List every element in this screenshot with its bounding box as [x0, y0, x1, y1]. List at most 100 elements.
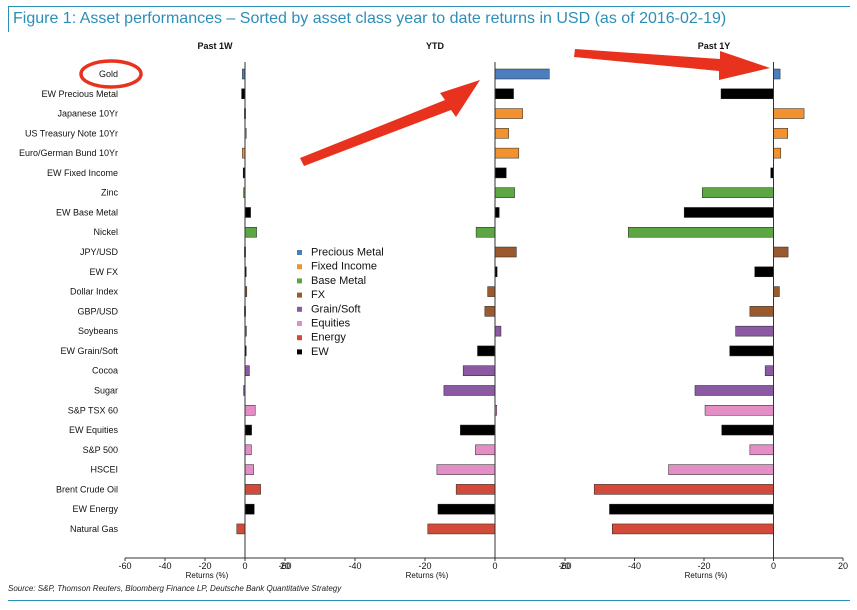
legend: Precious Metal Fixed Income Base Metal FX Gr…: [297, 247, 384, 358]
x-tick-label: 20: [838, 561, 848, 571]
bar-ew-equities: [721, 424, 774, 436]
panel-title: YTD: [426, 41, 445, 51]
panel-title: Past 1Y: [698, 41, 731, 51]
category-label-soybeans: Soybeans: [78, 326, 119, 336]
x-axis-title: Returns (%): [406, 571, 449, 580]
legend-label: Grain/Soft: [311, 303, 361, 315]
legend-label: FX: [311, 289, 326, 301]
bar-us-treasury-note-10yr: [494, 128, 509, 139]
bar-zinc: [702, 187, 774, 198]
category-label-dollar-index: Dollar Index: [70, 287, 119, 297]
x-tick-label: 0: [492, 561, 497, 571]
bar-brent-crude-oil: [593, 484, 774, 495]
x-axis-title: Returns (%): [186, 571, 229, 580]
bar-cocoa: [764, 365, 774, 376]
x-tick-label: -40: [628, 561, 641, 571]
legend-label: Base Metal: [311, 275, 366, 287]
bar-brent-crude-oil: [244, 484, 261, 495]
bar-gbp-usd: [749, 306, 774, 317]
category-label-ew-precious-metal: EW Precious Metal: [41, 89, 118, 99]
bar-nickel: [244, 226, 257, 238]
category-label-s-p-tsx-60: S&P TSX 60: [68, 405, 118, 415]
category-label-jpy-usd: JPY/USD: [80, 247, 119, 257]
bar-sugar: [443, 385, 496, 396]
bar-soybeans: [735, 325, 774, 337]
bar-ew-energy: [437, 503, 496, 515]
bar-ew-base-metal: [683, 207, 774, 218]
legend-item-ew: EW: [297, 346, 329, 358]
bar-gold: [494, 68, 550, 80]
category-label-brent-crude-oil: Brent Crude Oil: [56, 484, 118, 494]
bar-cocoa: [462, 365, 496, 376]
x-tick-label: -40: [348, 561, 361, 571]
bar-ew-equities: [244, 424, 252, 436]
highlight-ellipse: [79, 59, 143, 89]
bar-cocoa: [244, 365, 250, 376]
x-tick-label: -20: [697, 561, 710, 571]
bar-ew-grain-soft: [729, 345, 774, 357]
category-label-hscei: HSCEI: [90, 465, 118, 475]
bar-natural-gas: [427, 523, 496, 535]
category-label-nickel: Nickel: [93, 227, 118, 237]
category-label-euro-german-bund-10yr: Euro/German Bund 10Yr: [19, 148, 118, 158]
legend-swatch: [297, 278, 302, 284]
x-tick-label: -60: [118, 561, 131, 571]
bar-nickel: [627, 226, 774, 238]
bar-ew-fx: [754, 266, 774, 278]
bar-gbp-usd: [484, 306, 496, 317]
panel-title: Past 1W: [197, 41, 233, 51]
annotations: [79, 49, 770, 166]
category-label-cocoa: Cocoa: [92, 366, 118, 376]
category-labels: Gold EW Precious Metal Japanese 10Yr US Tre…: [19, 69, 119, 534]
category-label-ew-fx: EW FX: [90, 267, 119, 277]
bar-nickel: [475, 226, 496, 238]
category-label-sugar: Sugar: [94, 385, 118, 395]
bar-natural-gas: [612, 523, 774, 535]
source-note: Source: S&P, Thomson Reuters, Bloomberg …: [8, 584, 342, 593]
legend-swatch: [297, 349, 302, 355]
bar-ew-precious-metal: [720, 88, 774, 100]
category-label-ew-equities: EW Equities: [69, 425, 119, 435]
category-label-gold: Gold: [99, 69, 118, 79]
bar-s-p-500: [244, 444, 252, 456]
x-axis-title: Returns (%): [685, 571, 728, 580]
legend-item-energy: Energy: [297, 332, 346, 344]
chart-panels: Past 1W -60 -40 -20 0 20 Returns (%) YTD -60 -40 -…: [118, 41, 848, 580]
x-tick-label: 20: [280, 561, 290, 571]
bar-euro-german-bund-10yr: [494, 147, 520, 159]
page-title: Figure 1: Asset performances – Sorted by…: [8, 6, 850, 32]
legend-label: Precious Metal: [311, 247, 384, 259]
bar-zinc: [494, 187, 515, 198]
panel-past-1y: Past 1Y -60 -40 -20 0 20 Returns (%): [558, 41, 848, 580]
bar-ew-energy: [609, 503, 774, 515]
bar-hscei: [668, 464, 774, 475]
category-label-ew-energy: EW Energy: [72, 504, 118, 514]
bar-japanese-10yr: [494, 108, 523, 119]
category-label-ew-fixed-income: EW Fixed Income: [47, 168, 118, 178]
bar-ew-fixed-income: [494, 167, 507, 179]
bar-s-p-tsx-60: [244, 405, 256, 416]
bar-brent-crude-oil: [455, 484, 496, 495]
legend-swatch: [297, 321, 302, 326]
legend-label: EW: [311, 346, 329, 358]
bar-s-p-500: [749, 444, 774, 456]
bar-gold: [773, 68, 781, 80]
bar-s-p-tsx-60: [704, 405, 774, 416]
category-label-zinc: Zinc: [101, 188, 119, 198]
bar-ew-base-metal: [244, 207, 251, 218]
legend-item-grain-soft: Grain/Soft: [297, 303, 361, 315]
bar-jpy-usd: [773, 246, 789, 258]
category-label-ew-grain-soft: EW Grain/Soft: [60, 346, 118, 356]
legend-item-precious-metal: Precious Metal: [297, 247, 384, 259]
legend-swatch: [297, 306, 302, 312]
legend-item-fx: FX: [297, 289, 326, 301]
x-tick-label: -20: [418, 561, 431, 571]
panel-past-1w: Past 1W -60 -40 -20 0 20 Returns (%): [118, 41, 290, 580]
bar-ew-base-metal: [494, 207, 500, 218]
category-label-japanese-10yr: Japanese 10Yr: [57, 109, 118, 119]
x-tick-label: -20: [198, 561, 211, 571]
legend-swatch: [297, 250, 302, 255]
bar-dollar-index: [773, 286, 780, 297]
bar-sugar: [694, 385, 774, 396]
